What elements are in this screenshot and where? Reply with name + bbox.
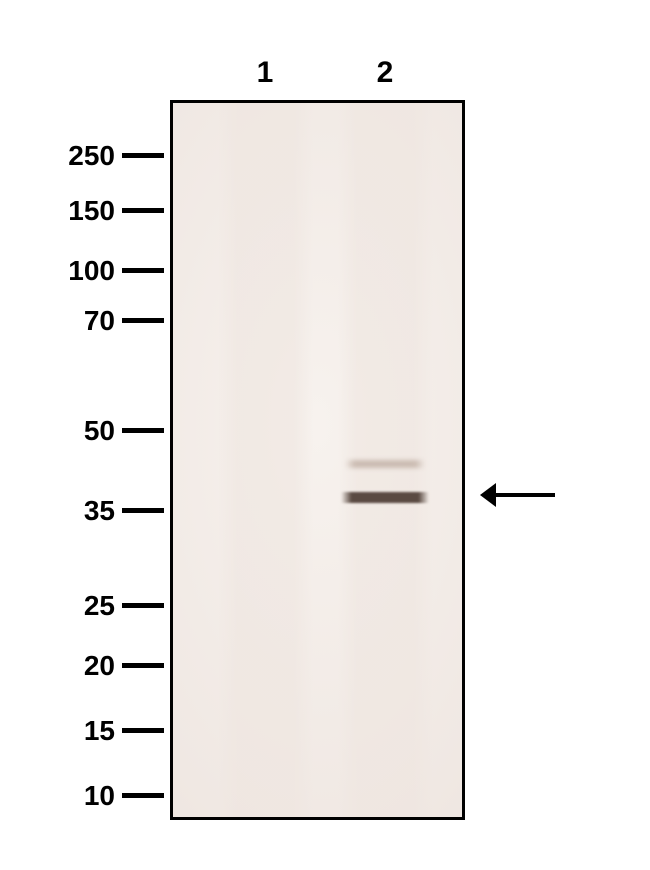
mw-label-10: 10 xyxy=(35,780,115,812)
band-lane2-0 xyxy=(341,492,429,503)
figure-canvas: 250 150 100 70 50 35 25 20 15 10 1 2 xyxy=(0,0,650,870)
arrow-head-icon xyxy=(480,483,496,507)
blot-membrane xyxy=(170,100,465,820)
band-lane2-1 xyxy=(345,460,425,468)
mw-dash-10 xyxy=(122,793,164,798)
mw-dash-25 xyxy=(122,603,164,608)
lane-label-2: 2 xyxy=(365,56,405,90)
mw-label-50: 50 xyxy=(35,415,115,447)
mw-label-25: 25 xyxy=(35,590,115,622)
mw-dash-50 xyxy=(122,428,164,433)
mw-label-35: 35 xyxy=(35,495,115,527)
mw-dash-15 xyxy=(122,728,164,733)
lane-1 xyxy=(218,103,313,817)
mw-dash-250 xyxy=(122,153,164,158)
mw-label-150: 150 xyxy=(35,195,115,227)
mw-dash-35 xyxy=(122,508,164,513)
mw-dash-20 xyxy=(122,663,164,668)
mw-label-100: 100 xyxy=(35,255,115,287)
mw-label-70: 70 xyxy=(35,305,115,337)
mw-label-15: 15 xyxy=(35,715,115,747)
lane-label-1: 1 xyxy=(245,56,285,90)
arrow-shaft xyxy=(495,493,555,497)
mw-label-20: 20 xyxy=(35,650,115,682)
mw-dash-100 xyxy=(122,268,164,273)
mw-dash-150 xyxy=(122,208,164,213)
mw-dash-70 xyxy=(122,318,164,323)
mw-label-250: 250 xyxy=(35,140,115,172)
